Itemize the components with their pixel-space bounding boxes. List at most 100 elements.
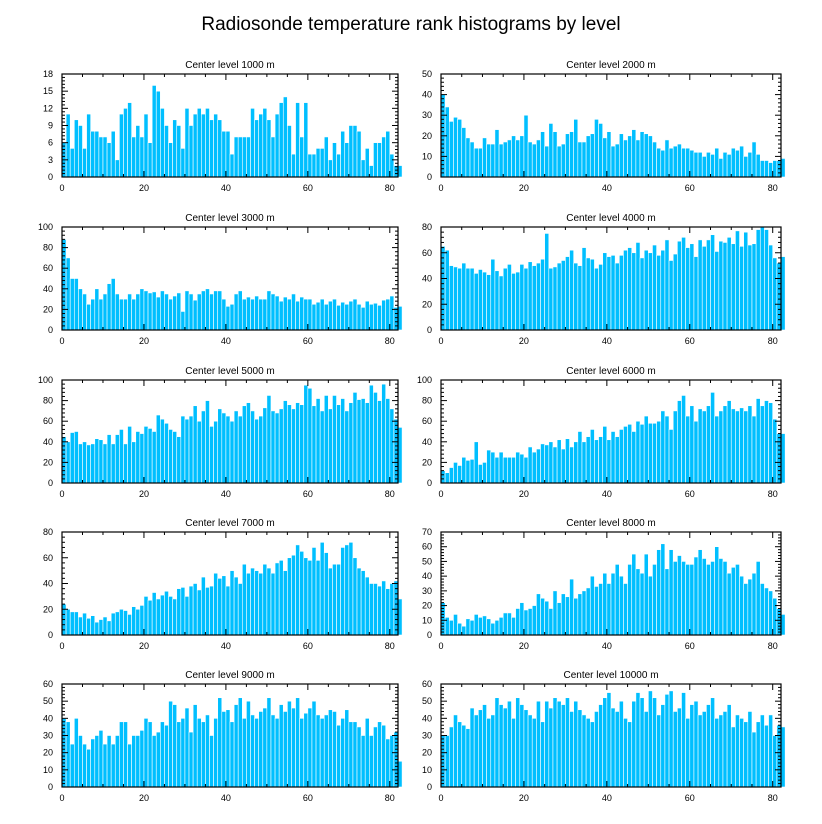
histogram-bar [94,621,100,636]
histogram-bar [332,298,337,331]
histogram-bar [726,237,732,331]
histogram-bar [747,711,753,788]
histogram-bar [209,585,214,636]
y-tick-label: 40 [43,284,53,294]
histogram-bar [764,724,769,788]
y-tick-label: 60 [422,416,432,426]
histogram-bar [94,438,100,484]
histogram-bar [147,292,153,331]
histogram-bar [469,459,475,484]
x-tick-label: 80 [768,489,778,499]
histogram-bar [444,106,450,178]
histogram-bar [685,247,691,331]
histogram-bar [739,246,744,331]
histogram-bar [221,298,227,331]
histogram-bar [486,618,492,636]
histogram-bar [735,410,740,484]
histogram-bar [560,260,566,331]
histogram-bar [262,298,268,331]
histogram-bar [519,704,525,788]
histogram-bar [482,704,487,788]
x-tick-label: 80 [385,183,395,193]
histogram-bar [143,290,149,331]
histogram-bar [531,605,537,636]
histogram-bar [209,293,214,331]
histogram-bar [540,597,545,636]
histogram-bar [278,408,284,484]
histogram-bar [511,273,516,331]
histogram-bar [444,735,450,788]
x-tick-label: 0 [438,793,443,803]
histogram-bar [139,730,145,788]
histogram-bar [131,735,137,788]
histogram-bar [577,431,583,484]
histogram-bar [73,119,79,178]
histogram-bar [556,700,562,788]
histogram-bar [478,709,483,788]
histogram-bar [627,135,633,178]
histogram-bar [147,142,153,178]
y-tick-label: 15 [43,86,53,96]
histogram-bar [735,564,740,636]
histogram-bar [502,141,508,178]
histogram-bar [681,561,686,636]
histogram-bar [453,714,458,788]
histogram-bar [726,704,732,788]
histogram-bar [726,400,732,484]
histogram-bar [465,137,471,178]
figure-title: Radiosonde temperature rank histograms b… [201,14,620,35]
histogram-bar [523,267,529,331]
histogram-bar [364,148,370,178]
histogram-bar [515,451,521,484]
histogram-bar [759,405,765,484]
histogram-bar [519,264,525,331]
histogram-bar [693,556,699,636]
histogram-bar [164,125,169,178]
x-tick-label: 60 [303,336,313,346]
x-tick-label: 20 [519,793,529,803]
x-tick-label: 0 [438,641,443,651]
histogram-bar [714,718,720,788]
histogram-bar [381,724,387,788]
histogram-bar [315,714,321,788]
histogram-bar [209,426,214,484]
histogram-bar [486,143,492,178]
histogram-bar [461,456,467,484]
histogram-bar [643,711,649,788]
histogram-bar [689,405,695,484]
histogram-bar [606,256,612,331]
histogram-bar [672,253,678,331]
histogram-bar [221,412,227,484]
histogram-bar [131,441,137,484]
histogram-bar [565,697,570,788]
histogram-bar [278,102,284,178]
histogram-bar [155,414,161,484]
x-tick-label: 0 [59,793,64,803]
histogram-bar [627,247,633,331]
histogram-bar [681,692,686,788]
histogram-bar [344,709,350,788]
histogram-bar [241,136,247,178]
histogram-bar [722,405,728,484]
histogram-bar [515,608,521,636]
histogram-bar [759,583,765,636]
histogram-bar [718,558,724,636]
histogram-bar [768,714,774,788]
histogram-bar [168,596,173,636]
histogram-bar [348,300,354,331]
histogram-bar [502,707,508,788]
panel-title: Center level 6000 m [566,366,656,377]
histogram-bar [188,293,194,331]
histogram-bar [531,718,537,788]
histogram-bar [110,443,116,484]
histogram-bar [552,697,558,788]
histogram-bar [360,159,366,178]
histogram-bar [217,697,223,788]
histogram-bar [643,553,649,636]
panel-title: Center level 4000 m [566,213,656,224]
plot-frame [61,379,399,484]
x-tick-label: 40 [221,183,231,193]
histogram-bar [184,707,190,788]
histogram-bar [598,704,604,788]
histogram-bar [86,303,91,331]
